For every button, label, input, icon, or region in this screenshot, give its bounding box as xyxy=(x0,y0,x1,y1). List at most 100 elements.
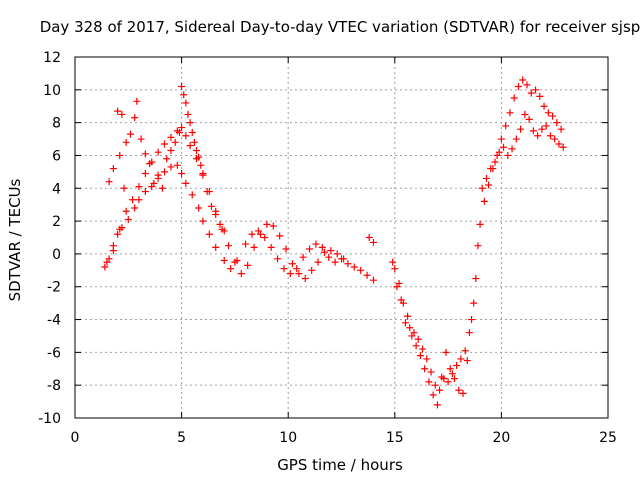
data-point xyxy=(274,255,282,263)
data-point xyxy=(161,168,169,176)
data-point xyxy=(150,179,158,187)
data-point xyxy=(227,265,235,273)
data-point xyxy=(212,211,220,219)
data-point xyxy=(118,110,126,118)
data-point xyxy=(167,147,175,155)
data-point xyxy=(421,365,429,373)
data-point xyxy=(416,352,424,360)
data-point xyxy=(114,107,122,115)
data-point xyxy=(534,132,542,140)
data-point xyxy=(195,204,203,212)
data-point xyxy=(135,196,143,204)
data-point xyxy=(393,283,401,291)
data-point xyxy=(173,161,181,169)
data-point xyxy=(425,378,433,386)
data-point xyxy=(546,132,554,140)
data-point xyxy=(122,138,130,146)
data-point xyxy=(116,151,124,159)
y-tick-label: -4 xyxy=(47,313,61,329)
data-point xyxy=(350,263,358,271)
data-point xyxy=(450,375,458,383)
data-point xyxy=(519,76,527,84)
data-point xyxy=(314,258,322,266)
data-point xyxy=(551,135,559,143)
data-point xyxy=(109,165,117,173)
data-point xyxy=(414,335,422,343)
data-point xyxy=(391,265,399,273)
data-point xyxy=(453,361,461,369)
series-3 xyxy=(105,83,228,235)
data-point xyxy=(175,128,183,136)
y-tick-label: -2 xyxy=(47,280,61,296)
y-tick-label: -8 xyxy=(47,378,61,394)
data-point xyxy=(212,243,220,251)
data-point xyxy=(436,386,444,394)
data-point xyxy=(532,86,540,94)
data-point xyxy=(433,401,441,409)
data-point xyxy=(363,271,371,279)
data-point xyxy=(231,258,239,266)
series-6 xyxy=(476,76,565,228)
data-point xyxy=(103,258,111,266)
data-point xyxy=(244,261,252,269)
data-point xyxy=(133,97,141,105)
y-tick-label: 4 xyxy=(52,181,61,197)
data-point xyxy=(365,234,373,241)
data-point xyxy=(182,99,190,107)
x-tick-label: 20 xyxy=(492,430,510,446)
data-point xyxy=(116,225,124,233)
axis-ticks: 0 5 10 15 20 25 -10 -8 -6 -4 -2 0 2 4 6 8 10 12 xyxy=(38,50,617,446)
data-point xyxy=(109,247,117,255)
data-point xyxy=(167,163,175,171)
data-point xyxy=(446,365,454,373)
data-point xyxy=(163,155,171,163)
data-point xyxy=(301,275,309,283)
data-points xyxy=(101,76,567,409)
y-tick-label: 6 xyxy=(52,148,61,164)
data-point xyxy=(455,386,463,394)
data-point xyxy=(457,355,465,363)
data-point xyxy=(267,243,275,251)
data-point xyxy=(497,135,505,143)
y-tick-label: 2 xyxy=(52,214,61,230)
data-point xyxy=(553,119,561,127)
x-tick-label: 10 xyxy=(279,430,297,446)
data-point xyxy=(188,128,196,136)
data-point xyxy=(442,348,450,356)
data-point xyxy=(167,133,175,141)
y-tick-label: 12 xyxy=(43,50,61,66)
data-point xyxy=(199,170,207,178)
data-point xyxy=(261,234,269,241)
data-point xyxy=(529,127,537,135)
data-point xyxy=(470,299,478,307)
data-point xyxy=(536,92,544,100)
data-point xyxy=(120,184,128,192)
series-7 xyxy=(478,110,567,192)
series-4 xyxy=(365,234,482,409)
data-point xyxy=(487,165,495,173)
data-point xyxy=(331,258,339,266)
data-point xyxy=(320,248,328,256)
data-point xyxy=(325,253,333,261)
data-point xyxy=(540,102,548,110)
data-point xyxy=(474,242,482,250)
data-point xyxy=(124,215,132,223)
data-point xyxy=(419,345,427,353)
x-tick-label: 25 xyxy=(599,430,617,446)
data-point xyxy=(318,243,326,251)
data-point xyxy=(312,240,320,248)
data-point xyxy=(131,114,139,122)
data-point xyxy=(193,147,201,155)
data-point xyxy=(220,256,228,264)
data-point xyxy=(195,153,203,161)
data-point xyxy=(401,319,409,327)
data-point xyxy=(448,370,456,378)
data-point xyxy=(465,329,473,337)
y-tick-label: -10 xyxy=(38,411,61,427)
data-point xyxy=(237,270,245,278)
data-point xyxy=(440,375,448,383)
data-point xyxy=(178,170,186,178)
data-point xyxy=(429,391,437,399)
data-point xyxy=(397,296,405,304)
